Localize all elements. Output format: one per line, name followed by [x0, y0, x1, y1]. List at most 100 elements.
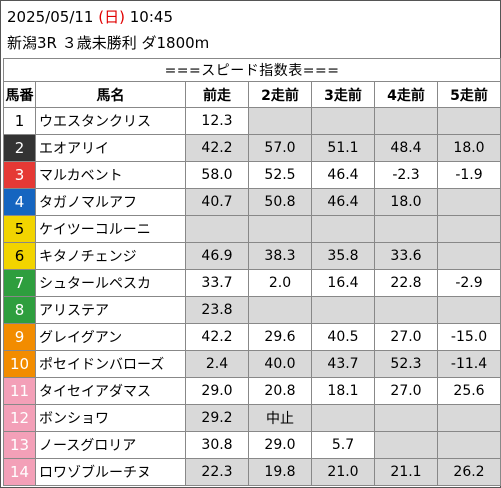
speed-index-cell-prev-4	[374, 404, 438, 432]
speed-index-cell-prev-4: 27.0	[374, 323, 438, 351]
speed-index-cell-prev-2: 38.3	[248, 242, 312, 270]
table-banner: ===スピード指数表===	[2, 58, 501, 82]
speed-index-cell-prev-4: 22.8	[374, 269, 438, 297]
speed-index-cell-prev-3: 46.4	[311, 161, 375, 189]
horse-name: アリステア	[35, 296, 186, 324]
speed-index-cell-prev-5	[436, 431, 501, 459]
column-header-prev-1: 前走	[185, 81, 249, 108]
speed-index-cell-prev-1: 2.4	[185, 350, 249, 378]
speed-index-cell-prev-2: 20.8	[248, 377, 312, 405]
horse-number-badge: 8	[3, 296, 36, 324]
horse-number-badge: 13	[3, 431, 36, 459]
table-row: 14 ロワゾブルーチヌ 22.3 19.8 21.0 21.1 26.2	[3, 458, 501, 486]
speed-index-cell-prev-2: 2.0	[248, 269, 312, 297]
horse-number-badge: 4	[3, 188, 36, 216]
speed-index-cell-prev-1: 23.8	[185, 296, 249, 324]
speed-index-cell-prev-5	[436, 215, 501, 243]
speed-index-cell-prev-5	[436, 404, 501, 432]
table-row: 2 エオアリイ 42.2 57.0 51.1 48.4 18.0	[3, 134, 501, 162]
race-time: 10:45	[129, 8, 173, 26]
horse-name: ノースグロリア	[35, 431, 186, 459]
speed-index-cell-prev-1: 22.3	[185, 458, 249, 486]
speed-index-cell-prev-3: 16.4	[311, 269, 375, 297]
speed-index-cell-prev-4: 18.0	[374, 188, 438, 216]
horse-number-badge: 11	[3, 377, 36, 405]
horse-name: タガノマルアフ	[35, 188, 186, 216]
speed-index-cell-prev-2: 29.6	[248, 323, 312, 351]
horse-name: ウエスタンクリス	[35, 107, 186, 135]
speed-index-cell-prev-1: 46.9	[185, 242, 249, 270]
horse-name: シュタールペスカ	[35, 269, 186, 297]
table-row: 11 タイセイアダマス 29.0 20.8 18.1 27.0 25.6	[3, 377, 501, 405]
horse-number-badge: 1	[3, 107, 36, 135]
speed-index-cell-prev-3	[311, 404, 375, 432]
speed-index-cell-prev-2: 57.0	[248, 134, 312, 162]
speed-index-table: ===スピード指数表=== 馬番 馬名 前走 2走前 3走前 4走前 5走前 1 ウエスタンク…	[2, 58, 501, 486]
speed-index-cell-prev-3: 35.8	[311, 242, 375, 270]
horse-number-badge: 7	[3, 269, 36, 297]
speed-index-cell-prev-2: 50.8	[248, 188, 312, 216]
speed-index-cell-prev-2: 52.5	[248, 161, 312, 189]
horse-number-badge: 2	[3, 134, 36, 162]
horse-name: ポセイドンバローズ	[35, 350, 186, 378]
speed-index-cell-prev-2: 19.8	[248, 458, 312, 486]
speed-index-cell-prev-5	[436, 296, 501, 324]
table-row: 1 ウエスタンクリス 12.3	[3, 107, 501, 135]
column-header-horse-name: 馬名	[35, 81, 186, 108]
horse-number-badge: 14	[3, 458, 36, 486]
race-datetime: 2025/05/11 (日) 10:45	[7, 7, 173, 27]
table-row: 7 シュタールペスカ 33.7 2.0 16.4 22.8 -2.9	[3, 269, 501, 297]
column-header-prev-2: 2走前	[248, 81, 312, 108]
race-info: 新潟3R ３歳未勝利 ダ1800m	[7, 34, 210, 52]
speed-index-cell-prev-3: 18.1	[311, 377, 375, 405]
table-row: 5 ケイツーコルーニ	[3, 215, 501, 243]
speed-index-cell-prev-1: 40.7	[185, 188, 249, 216]
table-header-row: 馬番 馬名 前走 2走前 3走前 4走前 5走前	[3, 81, 501, 108]
speed-index-cell-prev-4: 48.4	[374, 134, 438, 162]
speed-index-cell-prev-5: 26.2	[436, 458, 501, 486]
speed-index-cell-prev-5	[436, 107, 501, 135]
speed-index-cell-prev-4	[374, 431, 438, 459]
speed-index-cell-prev-3: 43.7	[311, 350, 375, 378]
horse-name: タイセイアダマス	[35, 377, 186, 405]
speed-index-cell-prev-5: -11.4	[436, 350, 501, 378]
speed-index-cell-prev-4	[374, 107, 438, 135]
speed-index-cell-prev-5: -2.9	[436, 269, 501, 297]
speed-index-cell-prev-2: 29.0	[248, 431, 312, 459]
speed-index-cell-prev-1: 42.2	[185, 323, 249, 351]
table-row: 8 アリステア 23.8	[3, 296, 501, 324]
speed-index-cell-prev-1: 33.7	[185, 269, 249, 297]
table-row: 6 キタノチェンジ 46.9 38.3 35.8 33.6	[3, 242, 501, 270]
speed-index-cell-prev-2	[248, 107, 312, 135]
horse-name: ケイツーコルーニ	[35, 215, 186, 243]
speed-index-cell-prev-4: 52.3	[374, 350, 438, 378]
horse-number-badge: 3	[3, 161, 36, 189]
speed-index-cell-prev-5: -1.9	[436, 161, 501, 189]
speed-index-cell-prev-3: 46.4	[311, 188, 375, 216]
speed-index-cell-prev-4	[374, 215, 438, 243]
horse-name: グレイグアン	[35, 323, 186, 351]
horse-name: マルカベント	[35, 161, 186, 189]
speed-index-cell-prev-1: 29.2	[185, 404, 249, 432]
speed-index-cell-prev-2	[248, 215, 312, 243]
race-day-of-week: (日)	[98, 8, 125, 26]
speed-index-cell-prev-3: 40.5	[311, 323, 375, 351]
speed-index-cell-prev-5	[436, 242, 501, 270]
speed-index-cell-prev-4	[374, 296, 438, 324]
horse-number-badge: 12	[3, 404, 36, 432]
speed-index-cell-prev-1: 58.0	[185, 161, 249, 189]
horse-number-badge: 9	[3, 323, 36, 351]
speed-index-cell-prev-3: 5.7	[311, 431, 375, 459]
speed-index-cell-prev-2	[248, 296, 312, 324]
speed-index-cell-prev-3	[311, 215, 375, 243]
speed-index-cell-prev-3	[311, 296, 375, 324]
table-row: 9 グレイグアン 42.2 29.6 40.5 27.0 -15.0	[3, 323, 501, 351]
table-row: 13 ノースグロリア 30.8 29.0 5.7	[3, 431, 501, 459]
speed-index-cell-prev-4: 21.1	[374, 458, 438, 486]
speed-index-cell-prev-5: 25.6	[436, 377, 501, 405]
speed-index-cell-prev-5	[436, 188, 501, 216]
race-date: 2025/05/11	[7, 8, 94, 26]
horse-name: エオアリイ	[35, 134, 186, 162]
speed-index-cell-prev-4: 33.6	[374, 242, 438, 270]
